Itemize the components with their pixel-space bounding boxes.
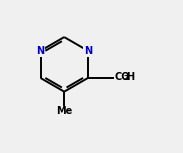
Text: N: N [37,46,45,56]
Text: CO: CO [114,72,130,82]
Text: Me: Me [56,106,72,116]
Text: 2: 2 [124,75,129,81]
Text: N: N [84,46,92,56]
Text: H: H [126,72,135,82]
